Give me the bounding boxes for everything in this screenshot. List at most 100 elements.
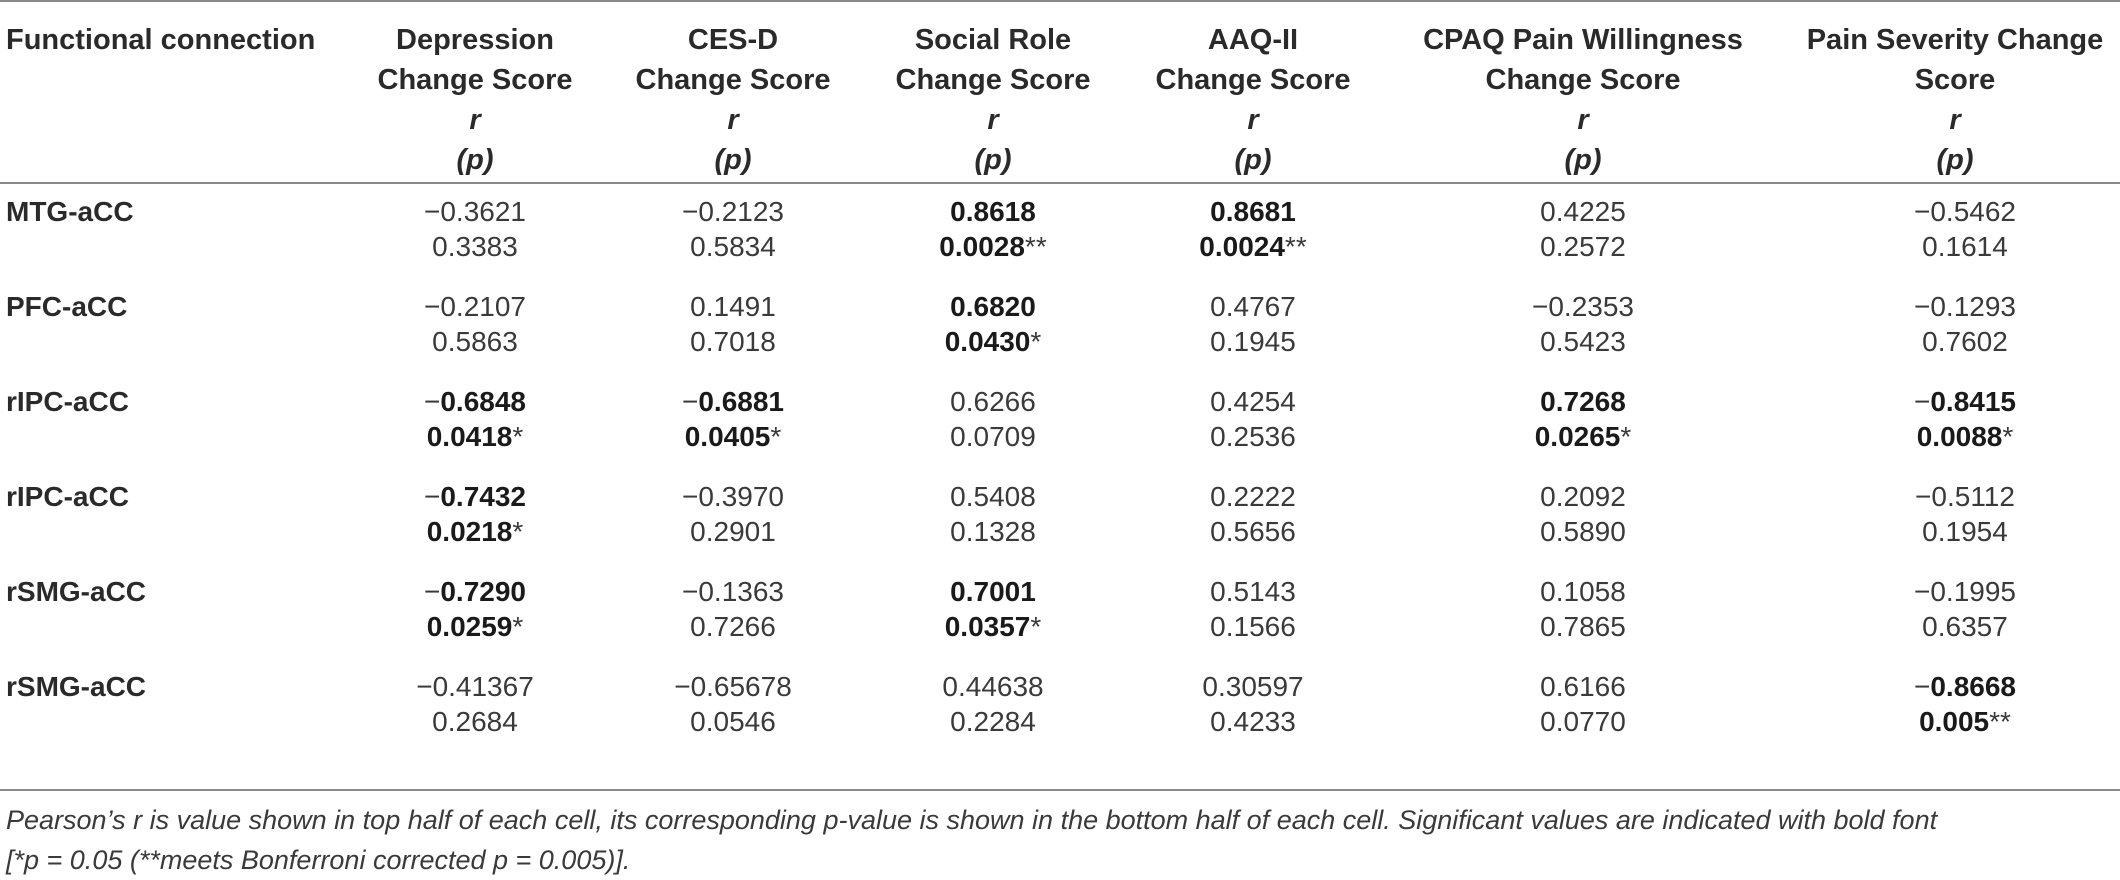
r-value: 0.1293 bbox=[1930, 291, 2016, 322]
r-value: 0.7268 bbox=[1540, 386, 1626, 417]
p-value-cell: 0.5834 bbox=[583, 229, 883, 265]
p-value: 0.1954 bbox=[1922, 516, 2008, 547]
r-value: 0.30597 bbox=[1202, 671, 1304, 702]
significance-star: ** bbox=[1024, 231, 1047, 262]
r-value-cell: −0.3621 bbox=[325, 194, 625, 230]
p-value-cell: 0.7865 bbox=[1433, 609, 1733, 645]
p-value: 0.1328 bbox=[950, 516, 1036, 547]
column-header-r: r bbox=[987, 104, 999, 136]
p-value: 0.0418 bbox=[426, 421, 513, 452]
significance-star: * bbox=[1030, 611, 1042, 642]
column-header-l2: Change Score bbox=[635, 64, 831, 96]
p-value: 0.5863 bbox=[432, 326, 518, 357]
p-value: 0.1945 bbox=[1210, 326, 1296, 357]
p-value: 0.5890 bbox=[1540, 516, 1626, 547]
r-value-cell: −0.8668 bbox=[1815, 669, 2115, 705]
r-value: 0.44638 bbox=[942, 671, 1044, 702]
header-rule bbox=[0, 182, 2120, 184]
r-value: 0.8668 bbox=[1930, 671, 2016, 702]
p-value-cell: 0.5890 bbox=[1433, 514, 1733, 550]
p-value: 0.5656 bbox=[1210, 516, 1296, 547]
r-value-cell: 0.4767 bbox=[1103, 289, 1403, 325]
minus-sign: − bbox=[1532, 291, 1549, 322]
row-label: rSMG-aCC bbox=[6, 576, 147, 607]
r-value: 0.8618 bbox=[950, 196, 1036, 227]
row-label: PFC-aCC bbox=[6, 291, 128, 322]
p-value-cell: 0.7602 bbox=[1815, 324, 2115, 360]
p-value: 0.0405 bbox=[684, 421, 771, 452]
r-value: 0.4225 bbox=[1540, 196, 1626, 227]
r-value-cell: −0.2107 bbox=[325, 289, 625, 325]
column-header-p: (p) bbox=[974, 144, 1012, 176]
p-value-cell: 0.0259* bbox=[325, 609, 625, 645]
r-value-cell: 0.6166 bbox=[1433, 669, 1733, 705]
p-value-cell: 0.7018 bbox=[583, 324, 883, 360]
table-footnote: Pearson’s r is value shown in top half o… bbox=[6, 800, 2106, 880]
p-value: 0.0357 bbox=[944, 611, 1031, 642]
significance-star: * bbox=[512, 611, 524, 642]
column-header-r: r bbox=[1247, 104, 1259, 136]
r-value-cell: 0.2092 bbox=[1433, 479, 1733, 515]
column-header-r: r bbox=[727, 104, 739, 136]
r-value: 0.5143 bbox=[1210, 576, 1296, 607]
minus-sign: − bbox=[424, 481, 441, 512]
p-value-cell: 0.1614 bbox=[1815, 229, 2115, 265]
r-value-cell: 0.2222 bbox=[1103, 479, 1403, 515]
minus-sign: − bbox=[424, 386, 441, 417]
p-value-cell: 0.5656 bbox=[1103, 514, 1403, 550]
p-value-cell: 0.0546 bbox=[583, 704, 883, 740]
top-rule bbox=[0, 0, 2120, 2]
p-value: 0.0218 bbox=[426, 516, 513, 547]
row-label: MTG-aCC bbox=[6, 196, 134, 227]
p-value-cell: 0.0709 bbox=[843, 419, 1143, 455]
r-value-cell: −0.41367 bbox=[325, 669, 625, 705]
r-value: 0.4767 bbox=[1210, 291, 1296, 322]
minus-sign: − bbox=[682, 481, 699, 512]
significance-star: * bbox=[1620, 421, 1632, 452]
r-value: 0.3621 bbox=[440, 196, 526, 227]
p-value: 0.7266 bbox=[690, 611, 776, 642]
r-value: 0.1058 bbox=[1540, 576, 1626, 607]
r-value: 0.7001 bbox=[950, 576, 1036, 607]
r-value-cell: 0.8681 bbox=[1103, 194, 1403, 230]
p-value: 0.2572 bbox=[1540, 231, 1626, 262]
minus-sign: − bbox=[1914, 291, 1931, 322]
column-header-l2: Change Score bbox=[377, 64, 573, 96]
minus-sign: − bbox=[682, 576, 699, 607]
r-value-cell: −0.7432 bbox=[325, 479, 625, 515]
significance-star: ** bbox=[1989, 706, 2011, 737]
row-label: rIPC-aCC bbox=[6, 481, 129, 512]
r-value-cell: 0.44638 bbox=[843, 669, 1143, 705]
column-header-l1: Social Role bbox=[914, 24, 1072, 56]
p-value: 0.005 bbox=[1919, 706, 1990, 737]
p-value: 0.0770 bbox=[1540, 706, 1626, 737]
column-header-l1: Depression bbox=[396, 24, 554, 56]
column-header-p: (p) bbox=[1936, 144, 1974, 176]
r-value-cell: −0.5462 bbox=[1815, 194, 2115, 230]
r-value: 0.5408 bbox=[950, 481, 1036, 512]
p-value: 0.2284 bbox=[950, 706, 1036, 737]
r-value: 0.5462 bbox=[1930, 196, 2016, 227]
p-value-cell: 0.6357 bbox=[1815, 609, 2115, 645]
minus-sign: − bbox=[1914, 671, 1931, 702]
column-header: AAQ-II Change Score r (p) bbox=[1138, 20, 1368, 180]
minus-sign: − bbox=[1915, 481, 1932, 512]
r-value: 0.7432 bbox=[440, 481, 526, 512]
column-header: Pain Severity Change Score r (p) bbox=[1790, 20, 2120, 180]
p-value-cell: 0.2284 bbox=[843, 704, 1143, 740]
p-value-cell: 0.2572 bbox=[1433, 229, 1733, 265]
p-value-cell: 0.1328 bbox=[843, 514, 1143, 550]
r-value-cell: −0.3970 bbox=[583, 479, 883, 515]
r-value: 0.2353 bbox=[1548, 291, 1634, 322]
r-value-cell: −0.1363 bbox=[583, 574, 883, 610]
r-value: 0.6848 bbox=[440, 386, 526, 417]
row-label: rIPC-aCC bbox=[6, 386, 129, 417]
r-value: 0.65678 bbox=[690, 671, 792, 702]
p-value: 0.0546 bbox=[690, 706, 776, 737]
r-value-cell: −0.5112 bbox=[1815, 479, 2115, 515]
p-value: 0.7602 bbox=[1922, 326, 2008, 357]
p-value: 0.0709 bbox=[950, 421, 1036, 452]
column-header-l2: Change Score bbox=[1155, 64, 1351, 96]
r-value-cell: 0.6266 bbox=[843, 384, 1143, 420]
